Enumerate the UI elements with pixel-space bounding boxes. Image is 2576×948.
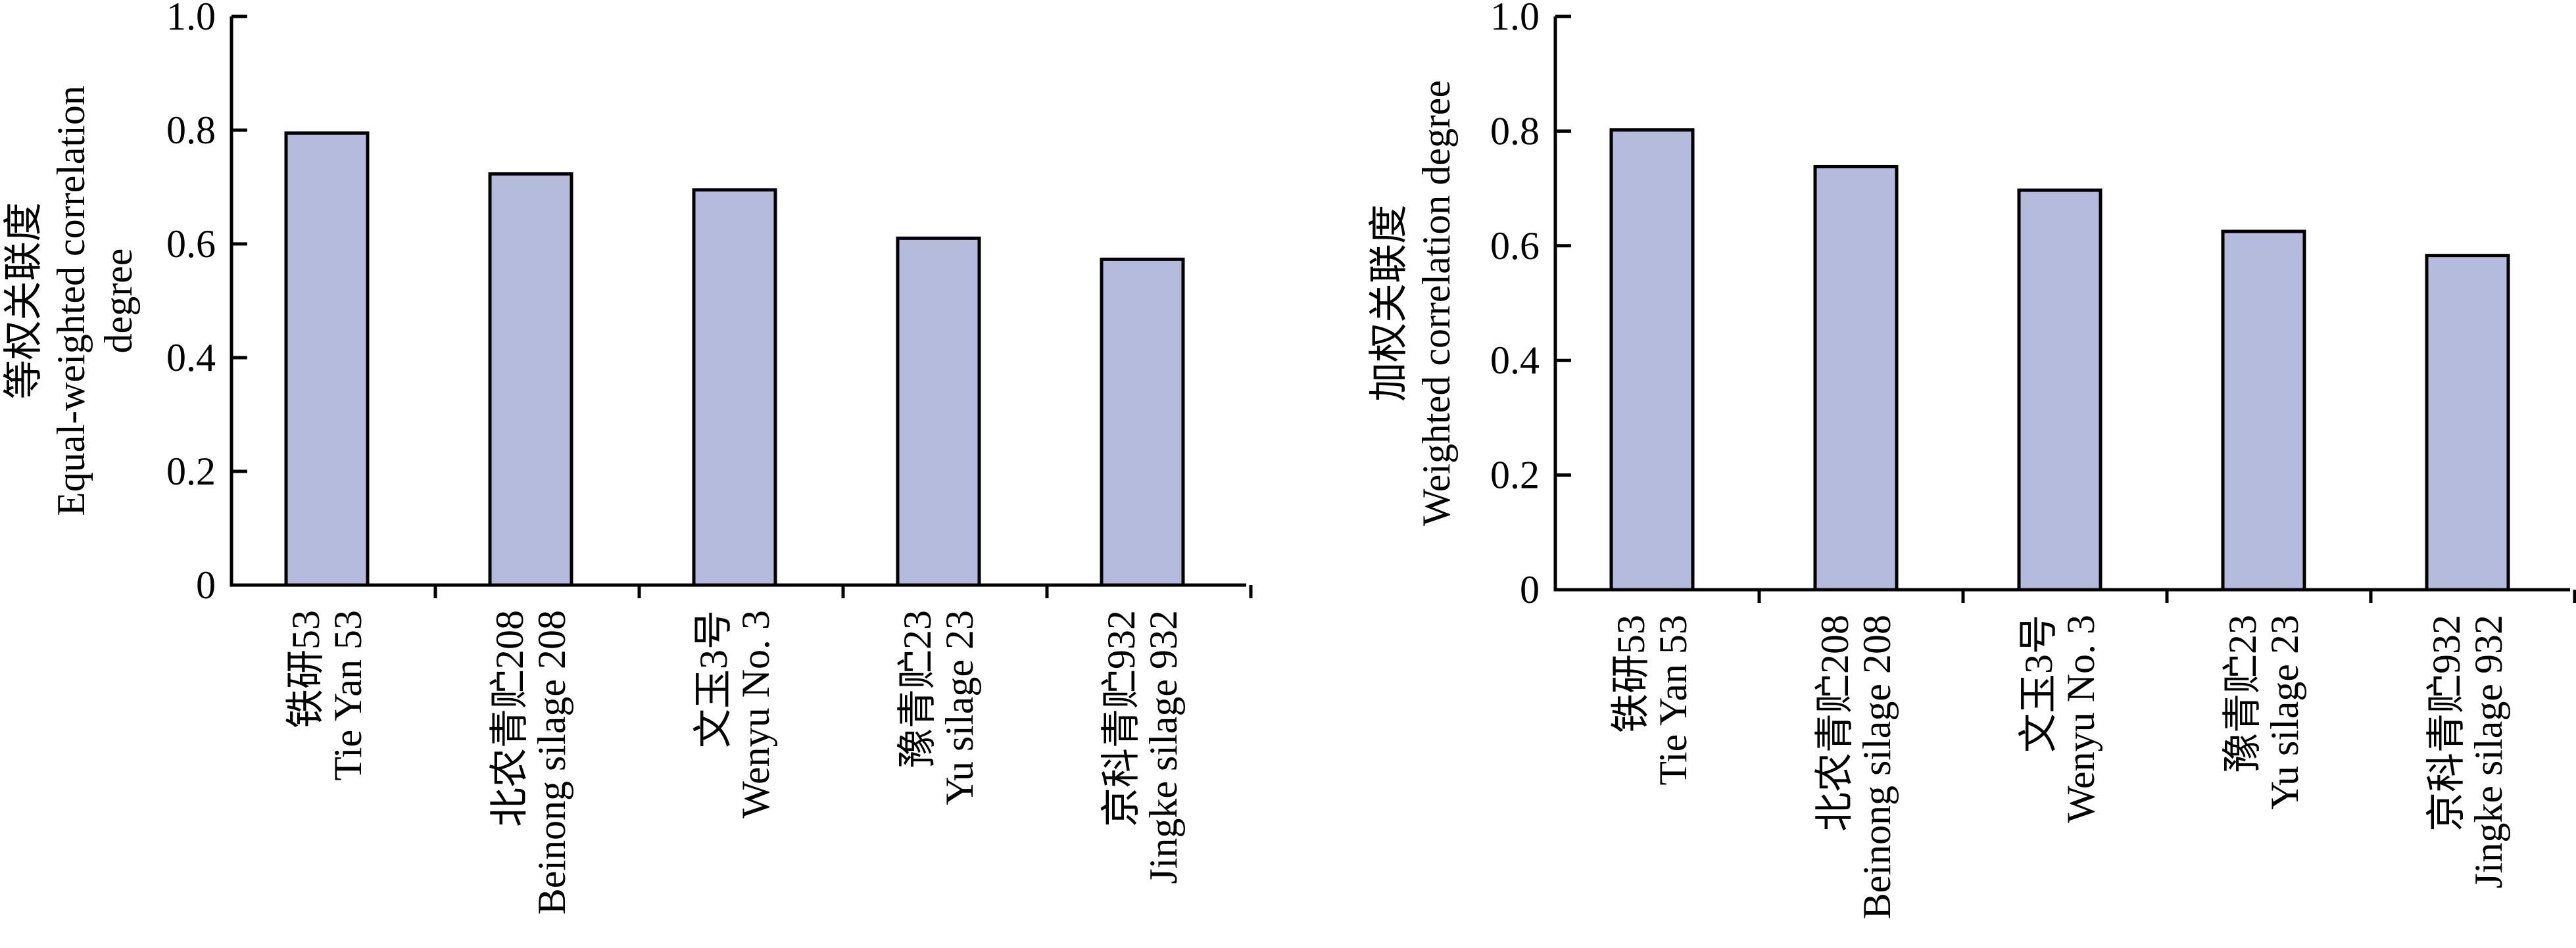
x-category-label-cn: 北农青贮208 (1813, 615, 1857, 832)
bar (2425, 254, 2510, 592)
x-category-label-cn: 京科青贮932 (1100, 610, 1143, 827)
x-category-label-en: Wenyu No. 3 (2059, 615, 2102, 823)
y-tick-label: 1.0 (1490, 0, 1540, 38)
y-tick-label: 0.4 (166, 336, 216, 379)
x-category-label-cn: 豫青贮23 (896, 610, 939, 768)
y-tick-label: 0.2 (166, 450, 216, 493)
x-category-label-cn: 铁研53 (1609, 615, 1653, 733)
y-tick-label: 0.8 (166, 108, 216, 152)
bar (896, 236, 981, 587)
x-category-label-cn: 文玉3号 (692, 610, 735, 748)
bar (488, 172, 573, 587)
x-category-label-en: Tie Yan 53 (326, 610, 370, 781)
bar (2221, 229, 2306, 592)
x-category-label-en: Beinong silage 208 (1855, 615, 1899, 919)
y-tick-label: 0.2 (1490, 454, 1540, 497)
y-axis-label: 加权关联度 (1367, 204, 1411, 402)
y-axis-label: Equal-weighted correlation (49, 85, 93, 516)
y-tick-label: 1.0 (166, 0, 216, 38)
y-tick-label: 0 (1520, 568, 1540, 611)
bar (284, 131, 370, 587)
y-axis-label: Weighted correlation degree (1415, 80, 1458, 526)
bar (1813, 164, 1899, 592)
x-category-label-en: Yu silage 23 (938, 610, 981, 805)
bar (1609, 128, 1695, 592)
bar (692, 188, 777, 587)
x-category-label-en: Jingke silage 932 (1142, 610, 1185, 884)
bar (1100, 257, 1185, 587)
x-category-label-en: Tie Yan 53 (1651, 615, 1695, 786)
y-tick-label: 0.8 (1490, 109, 1540, 153)
x-category-label-cn: 北农青贮208 (488, 610, 531, 827)
x-category-label-cn: 豫青贮23 (2221, 615, 2264, 772)
bar (2017, 188, 2102, 592)
x-category-label-en: Jingke silage 932 (2467, 615, 2510, 889)
y-tick-label: 0 (196, 563, 216, 607)
x-category-label-cn: 文玉3号 (2017, 615, 2060, 753)
x-category-label-cn: 京科青贮932 (2425, 615, 2468, 832)
y-tick-label: 0.6 (1490, 224, 1540, 268)
x-category-label-en: Beinong silage 208 (530, 610, 573, 914)
y-axis-label: 等权关联度 (2, 202, 45, 400)
y-tick-label: 0.4 (1490, 339, 1540, 382)
x-category-label-cn: 铁研53 (284, 610, 328, 728)
x-category-label-en: Yu silage 23 (2263, 615, 2306, 810)
y-tick-label: 0.6 (166, 222, 216, 266)
x-category-label-en: Wenyu No. 3 (734, 610, 777, 818)
y-axis-label: degree (97, 249, 140, 354)
